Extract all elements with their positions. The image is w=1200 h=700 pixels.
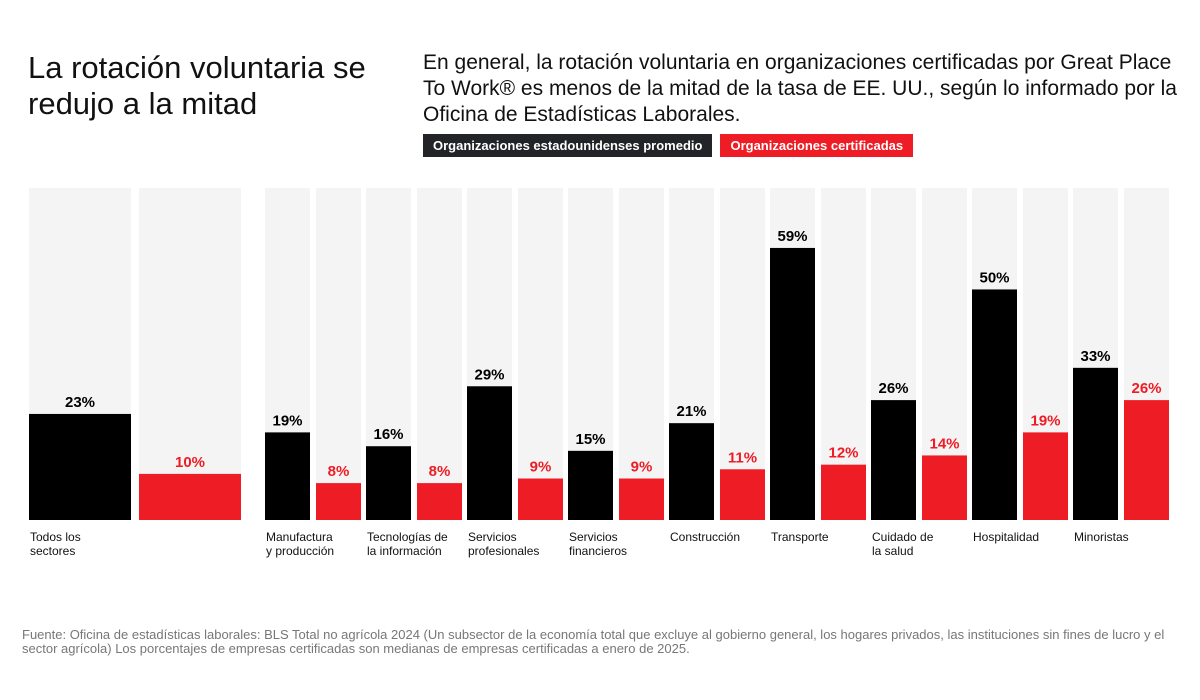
data-label: 12% <box>828 445 858 462</box>
bar-certified <box>518 478 563 520</box>
chart-title: La rotación voluntaria se redujo a la mi… <box>28 50 366 121</box>
data-label: 26% <box>878 380 908 397</box>
bar-certified <box>417 483 462 520</box>
data-label: 8% <box>429 463 451 480</box>
data-label: 19% <box>272 412 302 429</box>
data-label: 59% <box>777 228 807 245</box>
bar-us-average <box>1073 367 1118 520</box>
bar-us-average <box>770 247 815 520</box>
data-label: 23% <box>65 394 95 411</box>
data-label: 33% <box>1080 348 1110 365</box>
category-label: Tecnologías de la información <box>367 530 448 558</box>
bar-certified <box>139 473 241 520</box>
bar-track <box>619 188 664 520</box>
data-label: 14% <box>929 435 959 452</box>
category-label: Construcción <box>670 530 740 544</box>
legend-us-average: Organizaciones estadounidenses promedio <box>423 134 713 157</box>
data-label: 10% <box>175 454 205 471</box>
data-label: 16% <box>373 426 403 443</box>
data-label: 26% <box>1131 380 1161 397</box>
bar-certified <box>821 464 866 520</box>
bar-certified <box>720 469 765 520</box>
bar-certified <box>1023 432 1068 520</box>
bar-us-average <box>467 386 512 520</box>
data-label: 9% <box>530 459 552 476</box>
bar-track <box>316 188 361 520</box>
category-label: Cuidado de la salud <box>872 530 934 558</box>
bar-track <box>139 188 241 520</box>
bar-certified <box>619 478 664 520</box>
category-label: Manufactura y producción <box>266 530 334 558</box>
bar-us-average <box>29 413 131 520</box>
data-label: 21% <box>676 403 706 420</box>
category-label: Transporte <box>771 530 829 544</box>
data-label: 11% <box>728 449 757 466</box>
category-label: Servicios financieros <box>569 530 627 558</box>
bar-us-average <box>871 400 916 520</box>
data-label: 8% <box>328 463 350 480</box>
bar-track <box>417 188 462 520</box>
bar-track <box>518 188 563 520</box>
data-label: 50% <box>979 269 1009 286</box>
bar-certified <box>1124 400 1169 520</box>
category-label: Hospitalidad <box>973 530 1039 544</box>
bar-us-average <box>972 289 1017 520</box>
data-label: 15% <box>575 431 605 448</box>
legend-certified: Organizaciones certificadas <box>720 134 914 157</box>
data-label: 19% <box>1030 412 1060 429</box>
category-label: Todos los sectores <box>30 530 81 558</box>
source-note: Fuente: Oficina de estadísticas laborale… <box>22 627 1165 656</box>
bar-certified <box>922 455 967 520</box>
legend: Organizaciones estadounidenses promedio … <box>423 134 914 157</box>
bar-us-average <box>366 446 411 520</box>
data-label: 9% <box>631 459 653 476</box>
bar-us-average <box>265 432 310 520</box>
chart-subtitle: En general, la rotación voluntaria en or… <box>423 51 1177 126</box>
bar-us-average <box>568 450 613 520</box>
category-label: Servicios profesionales <box>468 530 539 558</box>
data-label: 29% <box>474 366 504 383</box>
bar-chart: 23% 10% Todos los sectores 19% 8% Manufactura y… <box>29 188 1169 558</box>
bar-certified <box>316 483 361 520</box>
category-label: Minoristas <box>1074 530 1129 544</box>
bar-us-average <box>669 423 714 520</box>
bar-track <box>720 188 765 520</box>
